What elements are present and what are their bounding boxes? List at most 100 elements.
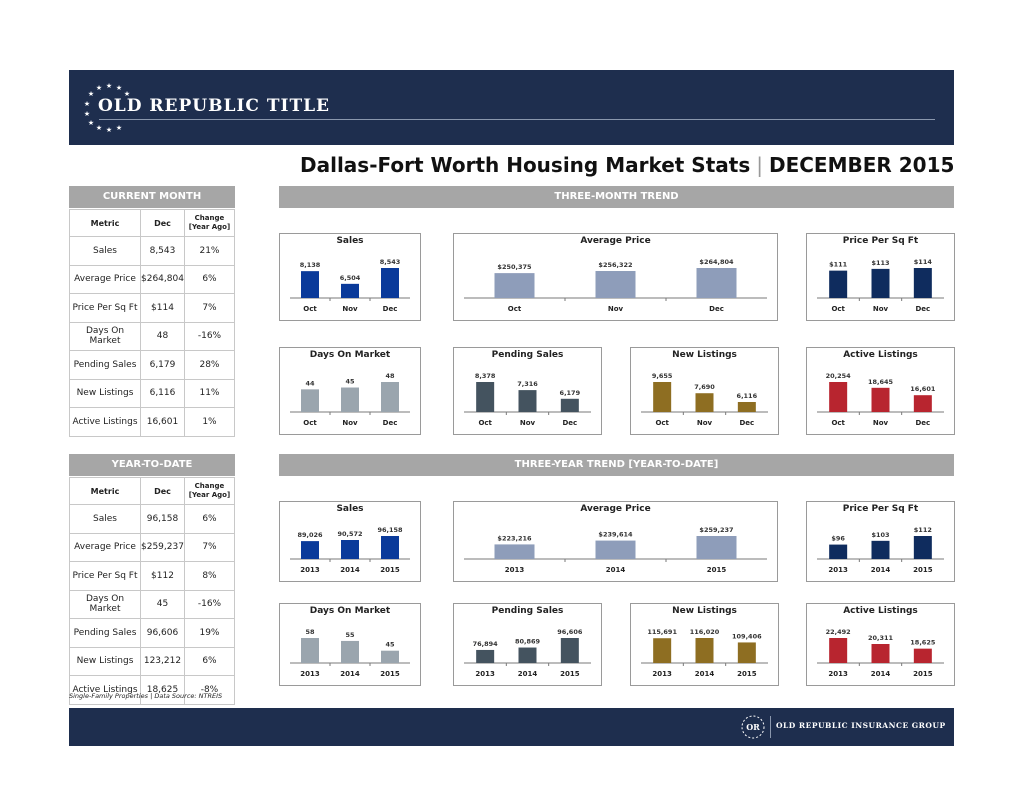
col-change: Change [Year Ago]	[183, 477, 236, 505]
chart-year-sales: Sales 89,026 2013 90,572 2014 96,158 2015	[279, 501, 421, 582]
bar-2015	[913, 648, 932, 663]
brand-name: OLD REPUBLIC TITLE	[98, 96, 331, 116]
data-label: 44	[305, 379, 315, 387]
chart-year-pending-sales: Pending Sales 76,894 2013 80,869 2014 96,606 2…	[453, 603, 602, 686]
table-row: Pending Sales 96,606 19%	[69, 618, 236, 648]
cell-metric: Price Per Sq Ft	[69, 293, 141, 323]
tick-label: 2014	[695, 670, 715, 678]
footer-bar	[69, 708, 954, 746]
chart-month-new-listings: New Listings 9,655 Oct 7,690 Nov 6,116 Dec	[630, 347, 779, 435]
chart-svg: $96 2013 $103 2014 $112 2015	[817, 526, 944, 574]
bar-2015	[381, 536, 399, 559]
bar-2014	[595, 540, 636, 559]
col-period: Dec	[140, 209, 185, 237]
svg-text:★: ★	[116, 84, 122, 92]
tick-label: 2013	[828, 566, 848, 574]
tick-label: 2015	[560, 670, 580, 678]
footer-brand: OLD REPUBLIC INSURANCE GROUP	[776, 721, 946, 730]
table-row: Active Listings 18,625 -8%	[69, 675, 236, 705]
data-label: $111	[829, 261, 848, 269]
bar-oct	[494, 273, 535, 298]
bar-2014	[341, 640, 359, 663]
tick-label: Dec	[709, 305, 724, 313]
bar-oct	[653, 382, 672, 412]
tick-label: 2015	[913, 566, 933, 574]
bar-dec	[696, 268, 737, 298]
cell-metric: Sales	[69, 236, 141, 266]
cell-value: $259,237	[140, 532, 185, 562]
col-change-line2: [Year Ago]	[188, 223, 231, 231]
tick-label: 2014	[340, 670, 360, 678]
data-label: 90,572	[337, 530, 362, 538]
chart-title: Average Price	[580, 504, 651, 514]
stars-logo-icon: ★ ★★ ★★★ ★★★ ★ ★	[84, 82, 130, 132]
bar-2013	[829, 638, 848, 663]
bar-dec	[737, 402, 756, 412]
cell-metric: Average Price	[69, 264, 141, 294]
data-label: 6,179	[560, 389, 581, 397]
cell-change: 6%	[183, 264, 236, 294]
data-label: 116,020	[690, 628, 720, 636]
cell-metric: Days On Market	[69, 589, 141, 619]
bar-2014	[518, 647, 537, 663]
chart-month-average-price: Average Price $250,375 Oct $256,322 Nov $264,…	[453, 233, 778, 321]
chart-year-price-per-sqft: Price Per Sq Ft $96 2013 $103 2014 $112 2015	[806, 501, 955, 582]
bar-2013	[829, 544, 848, 559]
table-row: Days On Market 48 -16%	[69, 321, 236, 351]
table-row: Average Price $259,237 7%	[69, 532, 236, 562]
data-label: $113	[871, 259, 889, 267]
data-label: 9,655	[652, 372, 673, 380]
bar-oct	[829, 382, 848, 412]
data-label: $114	[914, 258, 933, 266]
tick-label: Nov	[342, 305, 358, 313]
bar-2014	[341, 540, 359, 559]
data-label: $264,804	[699, 258, 734, 266]
chart-svg: 89,026 2013 90,572 2014 96,158 2015	[290, 526, 410, 574]
cell-change: 7%	[183, 293, 236, 323]
tick-label: Dec	[562, 419, 577, 427]
tick-label: Oct	[478, 419, 492, 427]
bar-2013	[476, 649, 495, 663]
data-label: $259,237	[699, 526, 733, 534]
table-row: Pending Sales 6,179 28%	[69, 350, 236, 380]
cell-change: 21%	[183, 236, 236, 266]
cell-metric: New Listings	[69, 646, 141, 676]
data-label: 7,316	[517, 380, 538, 388]
three-month-trend-header: THREE-MONTH TREND	[279, 186, 954, 208]
table-row: New Listings 123,212 6%	[69, 646, 236, 676]
data-label: 18,645	[868, 378, 894, 386]
data-label: $239,614	[598, 531, 633, 539]
chart-svg: 9,655 Oct 7,690 Nov 6,116 Dec	[641, 372, 768, 427]
bar-2013	[494, 544, 535, 559]
svg-text:★: ★	[106, 126, 112, 132]
data-label: 8,378	[475, 372, 496, 380]
tick-label: 2013	[300, 566, 320, 574]
bar-2013	[301, 541, 319, 559]
svg-text:★: ★	[84, 100, 90, 108]
chart-month-price-per-sqft: Price Per Sq Ft $111 Oct $113 Nov $114 Dec	[806, 233, 955, 321]
bar-nov	[695, 393, 714, 412]
bar-oct	[829, 270, 848, 298]
chart-title: Average Price	[580, 236, 651, 246]
cell-metric: Active Listings	[69, 675, 141, 705]
bar-dec	[381, 268, 399, 298]
tick-label: 2015	[737, 670, 757, 678]
cell-value: 6,179	[140, 350, 185, 380]
tick-label: 2013	[475, 670, 495, 678]
bar-2015	[696, 536, 737, 559]
bar-2014	[695, 638, 714, 663]
tick-label: Oct	[831, 305, 845, 313]
tick-label: Nov	[520, 419, 536, 427]
table-row: Price Per Sq Ft $114 7%	[69, 293, 236, 323]
data-label: 8,543	[380, 258, 401, 266]
cell-value: 123,212	[140, 646, 185, 676]
cell-metric: Pending Sales	[69, 618, 141, 648]
svg-text:★: ★	[96, 84, 102, 92]
svg-text:★: ★	[96, 124, 102, 132]
cell-metric: Price Per Sq Ft	[69, 561, 141, 591]
bar-dec	[560, 398, 579, 412]
logo-letters: OR	[746, 722, 760, 732]
chart-title: Days On Market	[309, 606, 391, 616]
data-label: 16,601	[910, 385, 936, 393]
cell-change: 8%	[183, 561, 236, 591]
